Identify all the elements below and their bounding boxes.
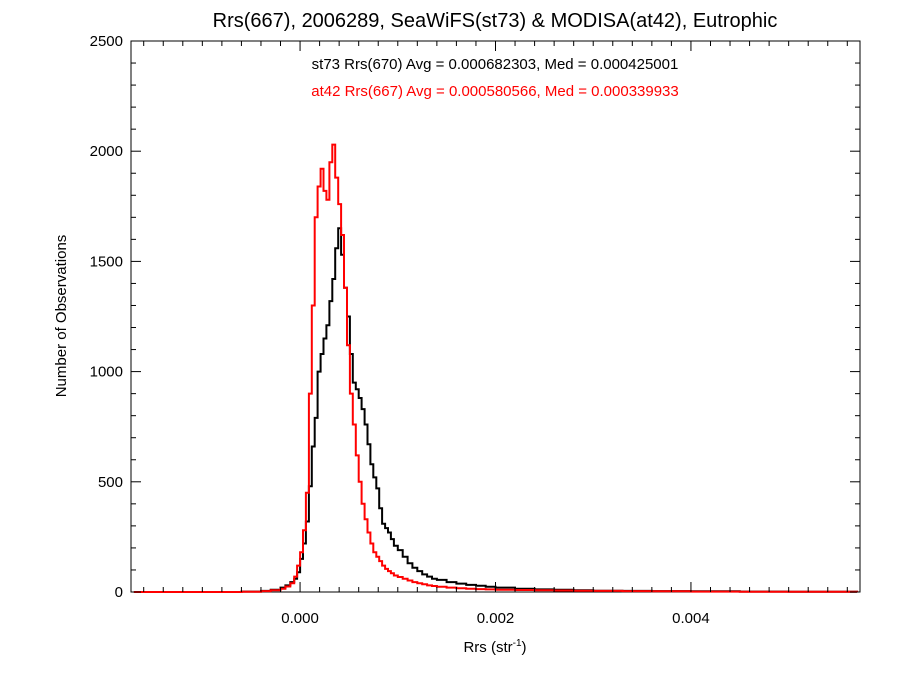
series-2-line <box>133 143 859 593</box>
y-axis-label: Number of Observations <box>53 235 70 398</box>
y-tick-label: 1500 <box>90 253 123 270</box>
x-axis-label-main: Rrs (str <box>463 639 512 656</box>
plot-frame <box>130 40 861 593</box>
series-1-line <box>133 227 859 593</box>
y-tick-label: 2000 <box>90 143 123 160</box>
x-tick-label: 0.004 <box>672 610 710 627</box>
y-tick-label: 0 <box>115 584 123 601</box>
annotations: st73 Rrs(670) Avg = 0.000682303, Med = 0… <box>311 56 679 100</box>
y-tick-label: 2500 <box>90 33 123 50</box>
x-axis-label-superscript: -1 <box>513 638 522 649</box>
chart-title: Rrs(667), 2006289, SeaWiFS(st73) & MODIS… <box>213 10 778 32</box>
y-tick-label: 500 <box>98 474 123 491</box>
x-axis-label-close: ) <box>522 639 527 656</box>
annotation-2: at42 Rrs(667) Avg = 0.000580566, Med = 0… <box>311 83 679 100</box>
x-axis-label: Rrs (str-1) <box>463 638 526 656</box>
annotation-1: st73 Rrs(670) Avg = 0.000682303, Med = 0… <box>312 56 679 73</box>
x-tick-label: 0.002 <box>477 610 515 627</box>
ticks-layer: 0.000 0.002 0.004 0 500 1000 1500 2000 2500 <box>90 33 860 627</box>
x-tick-label: 0.000 <box>281 610 319 627</box>
y-tick-label: 1000 <box>90 364 123 381</box>
series-layer <box>133 143 859 593</box>
